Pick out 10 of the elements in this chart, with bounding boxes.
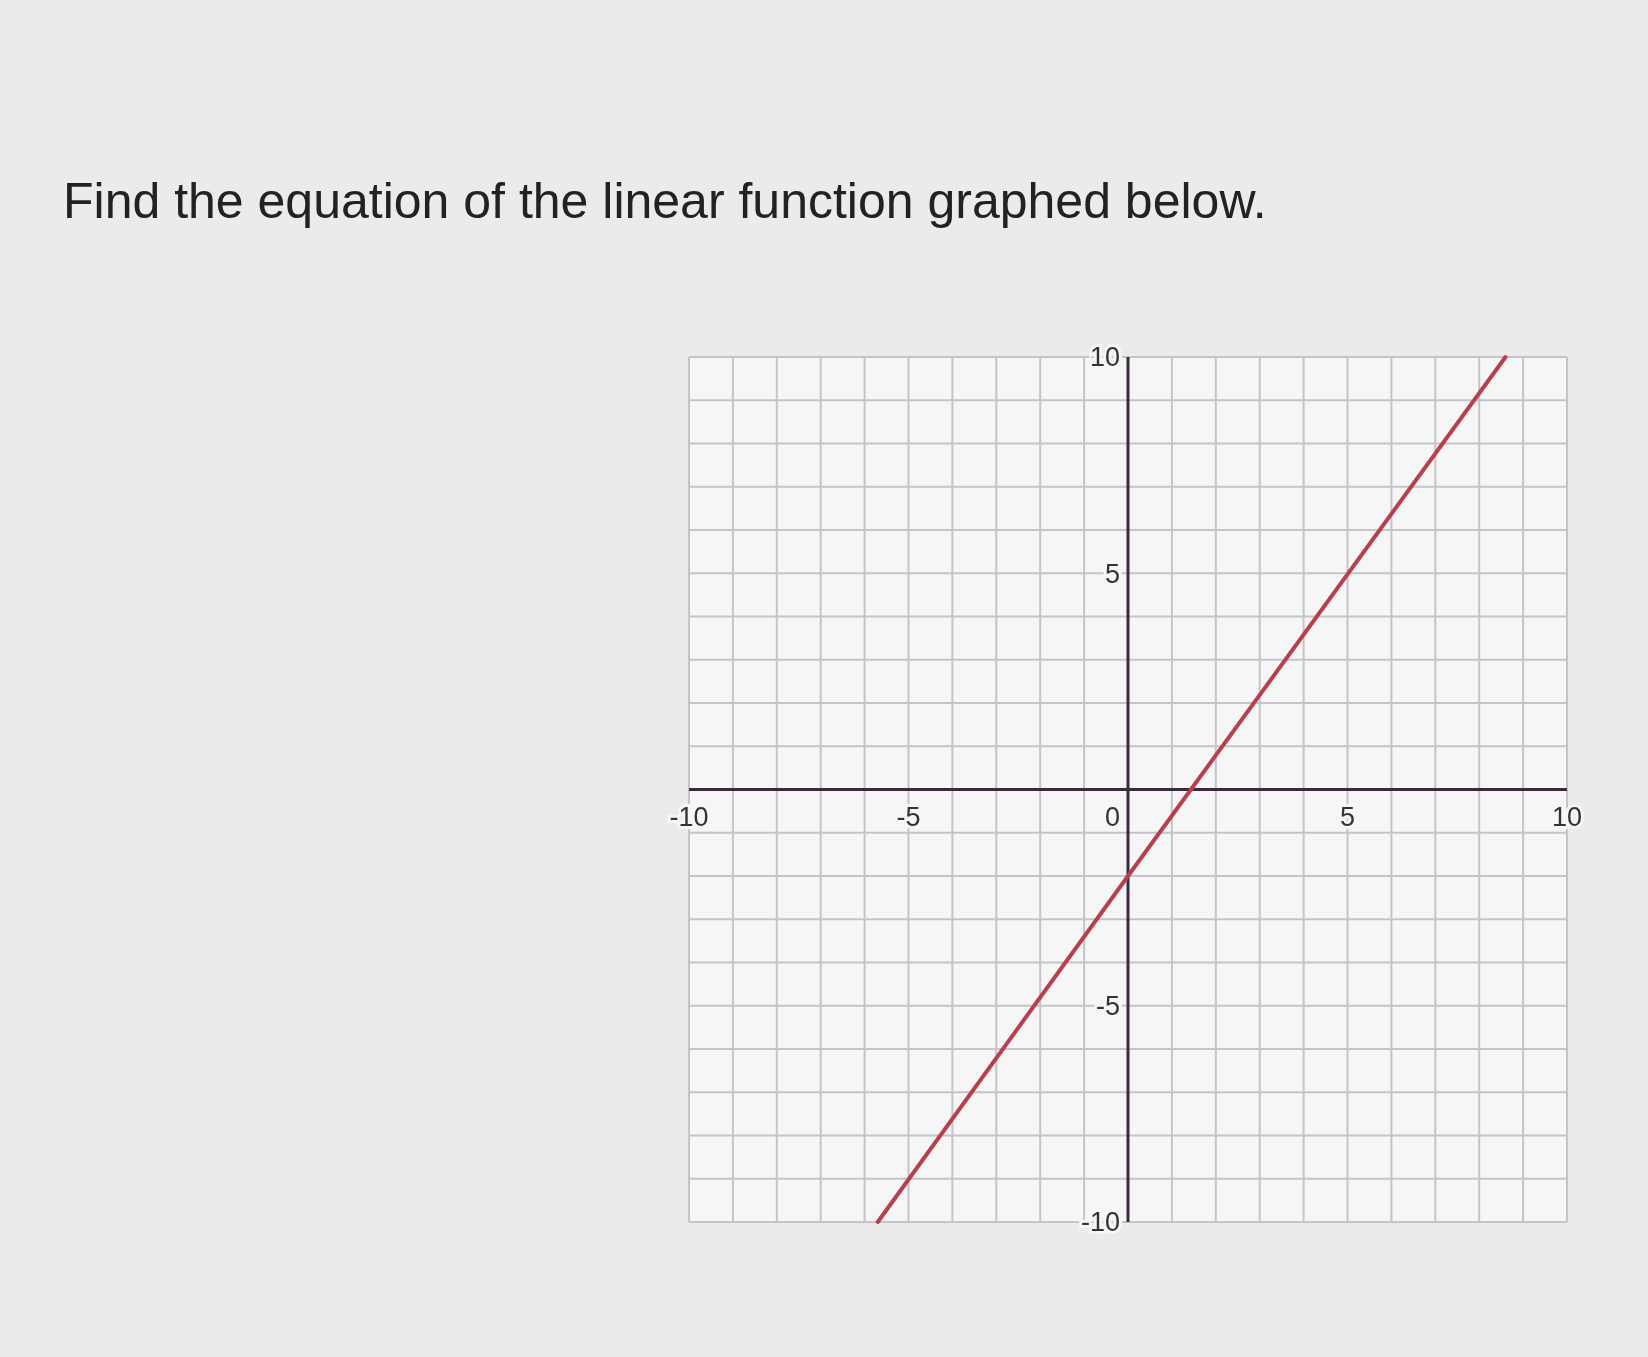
x-tick-label: -10 xyxy=(669,801,709,832)
x-tick-label: -5 xyxy=(896,801,921,832)
chart-title: Find the equation of the linear function graphed below. xyxy=(63,173,1267,229)
y-tick-label: -5 xyxy=(1095,991,1120,1022)
x-tick-label: 10 xyxy=(1551,801,1583,832)
y-tick-label: -10 xyxy=(1080,1207,1120,1238)
y-tick-label: 5 xyxy=(1104,558,1120,589)
x-tick-label: 5 xyxy=(1339,801,1356,832)
x-tick-label: 0 xyxy=(1104,801,1120,832)
y-tick-label: 10 xyxy=(1089,342,1120,373)
